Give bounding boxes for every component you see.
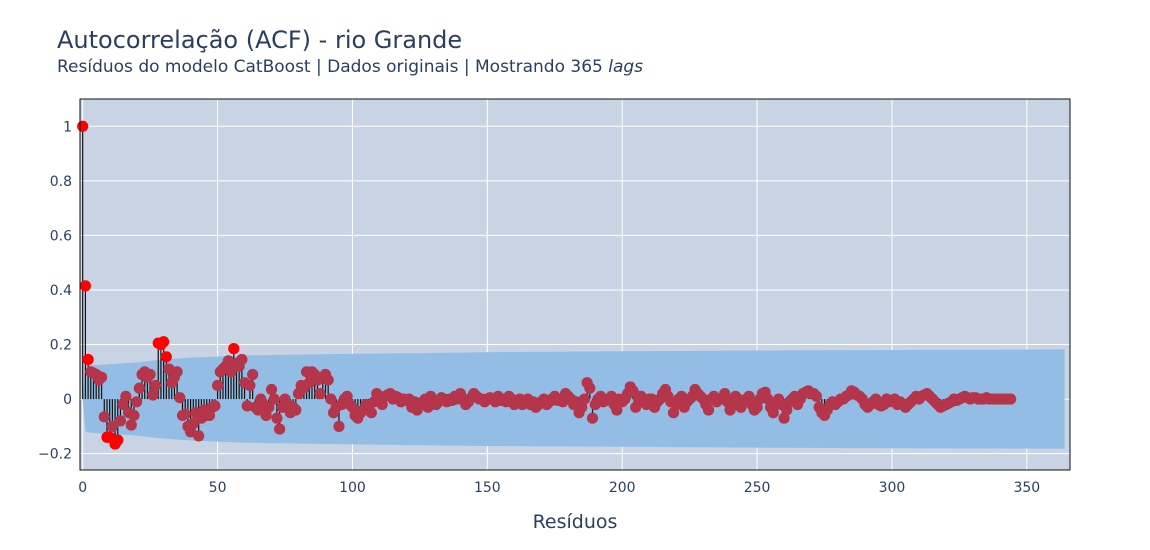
acf-point [193, 430, 205, 442]
acf-point [1005, 393, 1017, 405]
x-tick-label: 350 [1013, 480, 1040, 496]
acf-point [144, 368, 156, 381]
acf-point [106, 420, 118, 432]
acf-point [125, 419, 137, 431]
acf-point [187, 418, 199, 430]
y-tick-label: 0.6 [50, 228, 72, 244]
acf-point [365, 407, 377, 419]
acf-point [325, 393, 337, 405]
acf-point [95, 371, 108, 383]
acf-point-significant [79, 280, 91, 292]
acf-point [209, 400, 221, 412]
acf-point [171, 366, 183, 378]
acf-point [578, 393, 591, 405]
acf-points [77, 120, 1017, 450]
y-axis-ticks: −0.2 0 0.2 0.4 0.6 0.8 1 [38, 119, 72, 462]
acf-point [274, 423, 286, 435]
acf-point [271, 412, 283, 424]
acf-point [263, 401, 275, 413]
y-tick-label: −0.2 [38, 447, 72, 463]
acf-point-significant [82, 353, 94, 366]
acf-point-significant [158, 336, 170, 348]
y-tick-label: 0 [63, 392, 72, 408]
y-tick-label: 1 [63, 119, 72, 135]
subtitle-lags-word: lags [608, 57, 644, 77]
acf-point [290, 404, 302, 416]
acf-point [114, 415, 127, 427]
x-axis-label: Resíduos [533, 511, 618, 533]
acf-point [211, 379, 224, 392]
acf-point [147, 389, 159, 401]
acf-point [247, 368, 259, 381]
y-tick-label: 0.4 [50, 283, 72, 299]
x-axis-ticks: 0 50 100 150 200 250 300 350 [78, 480, 1040, 496]
acf-point-significant [160, 351, 172, 363]
subtitle-text: Resíduos do modelo CatBoost | Dados orig… [57, 57, 609, 77]
acf-point [133, 382, 145, 394]
acf-point [810, 390, 823, 402]
x-tick-label: 300 [879, 480, 906, 496]
x-tick-label: 50 [209, 480, 227, 496]
acf-point [98, 411, 110, 423]
x-tick-label: 200 [609, 480, 636, 496]
acf-point [225, 366, 237, 378]
acf-point [244, 379, 256, 392]
y-tick-label: 0.2 [50, 338, 72, 354]
acf-point [149, 379, 162, 392]
acf-point [131, 396, 143, 408]
acf-point [128, 409, 140, 422]
acf-point [268, 393, 280, 405]
acf-point [627, 385, 639, 397]
acf-point [322, 374, 334, 386]
y-tick-label: 0.8 [50, 174, 72, 190]
acf-point [702, 404, 715, 416]
x-tick-label: 250 [744, 480, 771, 496]
acf-point-significant [228, 343, 240, 355]
acf-point-significant [77, 120, 89, 132]
x-tick-label: 100 [339, 480, 366, 496]
acf-point [265, 383, 278, 396]
chart-subtitle: Resíduos do modelo CatBoost | Dados orig… [57, 57, 643, 77]
acf-point [586, 412, 599, 424]
chart-title: Autocorrelação (ACF) - rio Grande [57, 26, 463, 54]
acf-point [333, 420, 345, 432]
acf-point [120, 390, 132, 402]
acf-point-significant [112, 434, 124, 446]
acf-point [314, 388, 326, 400]
acf-point [179, 408, 191, 420]
acf-point [236, 353, 248, 366]
acf-point [584, 382, 596, 394]
x-tick-label: 150 [474, 480, 501, 496]
acf-point [174, 392, 186, 404]
acf-point [611, 404, 623, 416]
plot-frame [79, 98, 1071, 471]
x-tick-label: 0 [78, 480, 87, 496]
